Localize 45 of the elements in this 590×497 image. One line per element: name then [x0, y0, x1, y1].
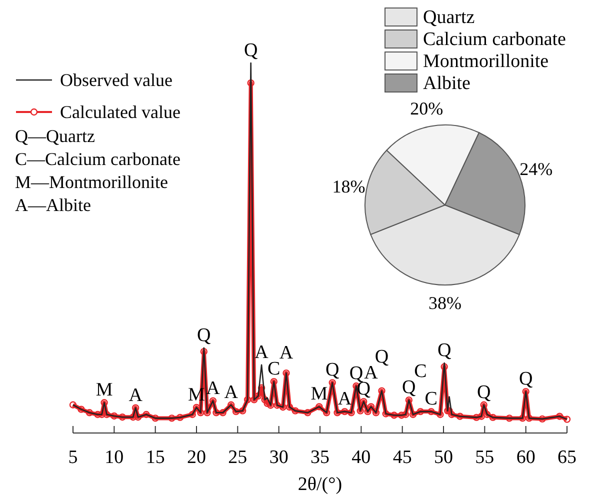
x-tick-label: 65	[558, 447, 576, 468]
annotation: A	[279, 342, 294, 364]
annotation: A	[224, 382, 238, 403]
x-tick-label: 10	[104, 447, 124, 468]
x-tick-label: 30	[269, 447, 288, 468]
legend-label: Calcium carbonate	[423, 29, 566, 50]
annotation: A—Albite	[15, 195, 91, 215]
annotation: Q—Quartz	[15, 126, 95, 146]
x-tick-label: 50	[434, 447, 453, 468]
annotation: C	[268, 358, 280, 380]
annotation: Q	[244, 40, 258, 61]
legend-label: Albite	[423, 73, 470, 94]
x-tick-label: 5	[68, 447, 78, 468]
annotation: Q	[437, 340, 452, 362]
x-tick-label: 25	[228, 447, 248, 468]
x-tick-label: 60	[516, 447, 536, 468]
annotation: A	[128, 384, 143, 406]
annotation: M	[96, 380, 113, 401]
data-label: 18%	[332, 176, 366, 197]
annotation: Q	[518, 368, 533, 390]
annotation: M—Montmorillonite	[15, 172, 168, 192]
x-tick-label: 55	[475, 447, 494, 468]
annotation: Q	[476, 382, 491, 403]
annotation: C—Calcium carbonate	[15, 149, 180, 169]
data-label: 24%	[520, 158, 553, 179]
x-tick-label: 20	[187, 447, 206, 468]
x-tick-label: 40	[352, 447, 371, 468]
x-axis-title: 2θ/(°)	[298, 474, 342, 495]
annotation: A	[338, 388, 352, 410]
legend-label: Calculated value	[60, 102, 180, 122]
legend-label: Observed value	[60, 70, 172, 90]
annotation: Q	[374, 346, 389, 368]
annotation: C	[424, 388, 438, 410]
annotation: Q	[197, 324, 212, 346]
data-label: 20%	[410, 98, 444, 119]
x-tick-label: 35	[310, 447, 330, 468]
legend-label: Quartz	[423, 7, 475, 28]
annotation: Q	[402, 377, 416, 398]
annotation: Q	[325, 360, 340, 381]
x-tick-label: 45	[392, 447, 412, 468]
data-label: 38%	[428, 293, 462, 313]
annotation: C	[414, 361, 427, 382]
legend-label: Montmorillonite	[423, 51, 549, 72]
x-tick-label: 15	[146, 447, 165, 468]
annotation: M	[310, 384, 328, 405]
